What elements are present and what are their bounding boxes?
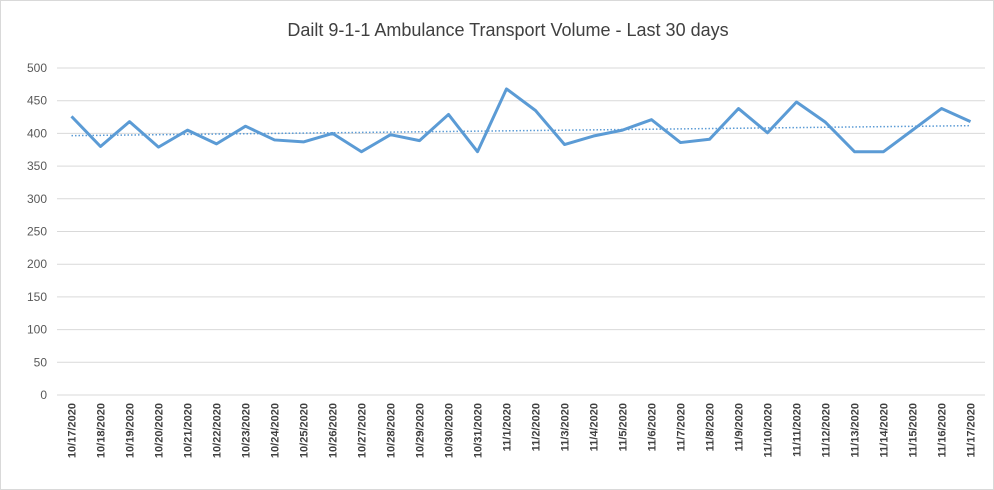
x-tick-label: 10/30/2020 bbox=[444, 403, 456, 458]
y-tick-label: 150 bbox=[27, 290, 47, 304]
x-tick-label: 11/16/2020 bbox=[937, 403, 949, 457]
x-tick-label: 10/27/2020 bbox=[357, 403, 369, 458]
y-tick-label: 250 bbox=[27, 225, 47, 239]
x-tick-label: 11/14/2020 bbox=[879, 403, 891, 457]
y-tick-label: 400 bbox=[27, 126, 47, 140]
x-tick-label: 11/13/2020 bbox=[850, 403, 862, 457]
data-line bbox=[70, 87, 972, 154]
x-tick-label: 11/2/2020 bbox=[531, 403, 543, 451]
x-tick-label: 11/7/2020 bbox=[676, 403, 688, 451]
x-tick-label: 10/17/2020 bbox=[67, 403, 79, 458]
x-tick-label: 10/20/2020 bbox=[154, 403, 166, 458]
x-tick-label: 11/11/2020 bbox=[792, 403, 804, 457]
x-tick-label: 11/9/2020 bbox=[734, 403, 746, 451]
x-tick-label: 10/21/2020 bbox=[183, 403, 195, 458]
x-tick-label: 10/31/2020 bbox=[473, 403, 485, 458]
y-tick-label: 200 bbox=[27, 257, 47, 271]
y-tick-label: 300 bbox=[27, 192, 47, 206]
y-tick-label: 450 bbox=[27, 94, 47, 108]
trendline bbox=[71, 124, 971, 137]
x-tick-label: 10/25/2020 bbox=[299, 403, 311, 458]
x-tick-label: 11/5/2020 bbox=[618, 403, 630, 451]
x-tick-label: 10/29/2020 bbox=[415, 403, 427, 458]
x-tick-label: 10/28/2020 bbox=[386, 403, 398, 458]
x-tick-label: 11/12/2020 bbox=[821, 403, 833, 457]
x-tick-label: 10/24/2020 bbox=[270, 403, 282, 458]
chart-title: Dailt 9-1-1 Ambulance Transport Volume -… bbox=[287, 20, 728, 40]
y-tick-label: 100 bbox=[27, 323, 47, 337]
x-tick-label: 11/4/2020 bbox=[589, 403, 601, 451]
x-tick-label: 11/6/2020 bbox=[647, 403, 659, 451]
x-tick-label: 10/19/2020 bbox=[125, 403, 137, 458]
x-tick-label: 10/26/2020 bbox=[328, 403, 340, 458]
y-tick-label: 50 bbox=[34, 355, 48, 369]
y-tick-label: 350 bbox=[27, 159, 47, 173]
x-tick-label: 10/23/2020 bbox=[241, 403, 253, 458]
y-tick-label: 0 bbox=[40, 388, 47, 402]
x-tick-label: 11/1/2020 bbox=[502, 403, 514, 451]
x-tick-label: 11/15/2020 bbox=[908, 403, 920, 457]
x-tick-label: 11/10/2020 bbox=[763, 403, 775, 457]
x-tick-label: 11/3/2020 bbox=[560, 403, 572, 451]
x-tick-label: 11/8/2020 bbox=[705, 403, 717, 451]
x-tick-label: 10/22/2020 bbox=[212, 403, 224, 458]
x-tick-label: 10/18/2020 bbox=[96, 403, 108, 458]
x-tick-label: 11/17/2020 bbox=[966, 403, 978, 457]
y-tick-label: 500 bbox=[27, 61, 47, 75]
